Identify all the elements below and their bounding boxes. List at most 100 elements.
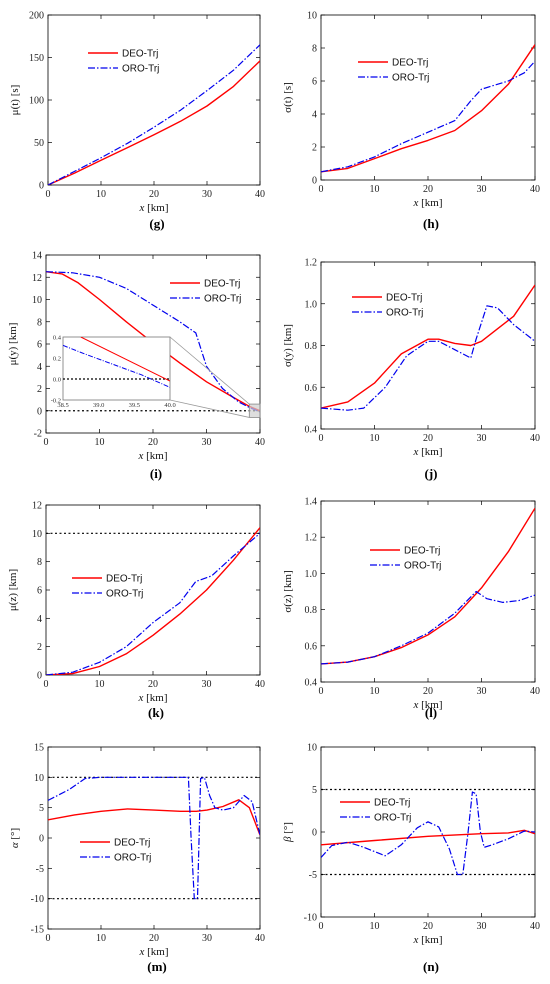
panel-caption: (j) (425, 466, 438, 481)
series-line-oro-trj (46, 532, 260, 675)
y-tick-label: 0.6 (305, 383, 318, 394)
plot-area (321, 44, 535, 173)
x-tick-label: 0 (46, 189, 51, 200)
series-line-oro-trj (46, 271, 260, 413)
x-axis-label-unit: [km] (146, 692, 167, 704)
plot-area (321, 507, 535, 665)
y-tick-label: 10 (307, 11, 317, 22)
series-line-oro-trj (321, 305, 535, 411)
inset-y-tick-label: 0.2 (53, 356, 61, 363)
chart-panel-g: 0 10 20 30 40 0 50 100 150 200 x [km] μ(t) [s] DEO-T… (9, 11, 265, 232)
x-tick-label: 10 (370, 184, 380, 195)
plot-frame (320, 14, 536, 181)
series-line-oro-trj (48, 776, 260, 900)
x-tick-label: 40 (255, 933, 265, 944)
plot-area (46, 527, 260, 675)
legend-label: ORO-Trj (106, 589, 143, 600)
y-tick-label: 0.8 (305, 605, 318, 616)
legend-label: ORO-Trj (204, 294, 241, 305)
x-axis-label: x [km] (412, 934, 442, 946)
inset-connector-line (169, 336, 250, 405)
series-line-oro-trj (48, 44, 260, 185)
x-tick-label: 30 (477, 433, 487, 444)
y-tick-label: 8 (37, 317, 42, 328)
x-axis-label-var: x (412, 446, 418, 458)
series-line-oro-trj (321, 60, 535, 173)
x-tick-label: 30 (477, 686, 487, 697)
y-tick-label: -10 (31, 894, 44, 905)
x-tick-label: 10 (96, 933, 106, 944)
y-tick-label: 200 (29, 11, 44, 22)
x-axis-label: x [km] (412, 699, 442, 711)
y-tick-label: 5 (312, 785, 317, 796)
x-tick-label: 30 (202, 437, 212, 448)
chart-panel-k: 0 10 20 30 40 0 2 4 6 8 10 12 x [km] μ(z) [km] DEO-Trj… (7, 501, 265, 721)
y-tick-label: 0 (39, 181, 44, 192)
inset-y-tick-label: 0.0 (53, 377, 61, 384)
legend-label: ORO-Trj (374, 813, 411, 824)
plot-area (321, 788, 535, 876)
y-axis-label: μ(t) [s] (9, 85, 21, 116)
y-axis-label: α [°] (9, 828, 21, 848)
inset-y-tick-label: 0.4 (53, 335, 62, 342)
panel-caption: (m) (147, 959, 167, 974)
chart-panel-j: 0 10 20 30 40 0.4 0.6 0.8 1.0 1.2 x [km] σ(y) [km] D… (282, 258, 540, 482)
y-axis-label-var: α (9, 842, 21, 848)
x-axis-label: x [km] (137, 450, 167, 462)
x-axis-label-unit: [km] (421, 934, 442, 946)
y-tick-label: 1.0 (305, 299, 318, 310)
panel-caption: (n) (423, 959, 439, 974)
panel-caption: (k) (148, 705, 164, 720)
series-line-deo-trj (321, 829, 535, 846)
y-tick-label: 10 (307, 743, 317, 754)
x-tick-label: 30 (202, 933, 212, 944)
inset-x-tick-label: 39.5 (129, 402, 140, 409)
x-axis-label: x [km] (412, 197, 442, 209)
series-line-deo-trj (321, 507, 535, 665)
x-axis-label-var: x (138, 202, 144, 214)
legend-label: DEO-Trj (374, 798, 410, 809)
series-line-deo-trj (48, 60, 260, 185)
legend-label: ORO-Trj (404, 561, 441, 572)
y-tick-label: 14 (32, 251, 42, 262)
y-tick-label: 5 (39, 803, 44, 814)
x-tick-label: 30 (477, 184, 487, 195)
y-tick-label: 0 (312, 176, 317, 187)
y-axis-label: μ(y) [km] (7, 323, 19, 366)
panel-caption: (h) (423, 216, 439, 231)
series-line-deo-trj (321, 284, 535, 409)
panel-caption: (l) (425, 705, 437, 720)
inset-series-line-oro-trj (63, 344, 170, 388)
x-tick-label: 30 (202, 679, 212, 690)
y-tick-label: 10 (32, 295, 42, 306)
y-tick-label: 100 (29, 96, 44, 107)
chart-panel-n: 0 10 20 30 40 -10 -5 0 5 10 x [km] β [°] DEO-Trj ORO-… (282, 743, 540, 975)
series-line-oro-trj (321, 590, 535, 665)
legend-label: DEO-Trj (114, 838, 150, 849)
y-tick-label: -5 (36, 864, 44, 875)
y-tick-label: -5 (309, 870, 317, 881)
y-tick-label: 6 (37, 586, 42, 597)
x-axis-label-var: x (137, 450, 143, 462)
y-tick-label: 4 (312, 110, 317, 121)
chart-panel-l: 0 10 20 30 40 0.4 0.6 0.8 1.0 1.2 1.4 x [km] σ(z) [k… (282, 497, 540, 721)
x-axis-label: x [km] (138, 946, 168, 958)
legend-label: DEO-Trj (386, 293, 422, 304)
legend-label: DEO-Trj (122, 49, 158, 60)
y-tick-label: 8 (37, 557, 42, 568)
x-axis-label-unit: [km] (146, 450, 167, 462)
y-tick-label: 1.4 (305, 497, 318, 508)
y-tick-label: -2 (34, 429, 42, 440)
inset-series-line-deo-trj (80, 337, 170, 382)
x-axis-label-unit: [km] (147, 202, 168, 214)
x-tick-label: 0 (319, 184, 324, 195)
plot-frame (45, 504, 261, 676)
y-tick-label: 1.2 (305, 258, 318, 269)
chart-panel-m: 0 10 20 30 40 -15 -10 -5 0 5 10 15 x [km] α [°] DEO-Tr… (9, 743, 265, 975)
x-axis-label-unit: [km] (147, 946, 168, 958)
x-tick-label: 0 (319, 686, 324, 697)
y-tick-label: 1.2 (305, 533, 318, 544)
y-tick-label: 15 (34, 743, 44, 754)
